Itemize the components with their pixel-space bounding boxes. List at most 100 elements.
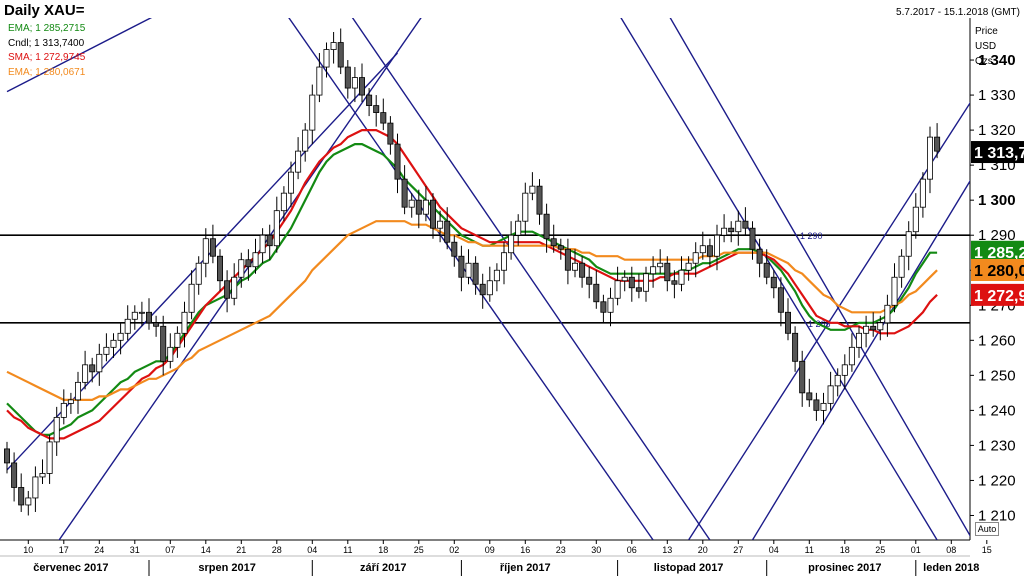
candle-body <box>529 185 536 194</box>
trend-line <box>669 18 970 537</box>
time-tick-label: 25 <box>875 545 885 555</box>
candle <box>877 315 884 341</box>
time-tick-label: 10 <box>23 545 33 555</box>
candle-body <box>628 276 635 289</box>
candle-body <box>67 399 74 404</box>
candle <box>699 231 706 260</box>
candle-body <box>635 287 642 292</box>
candle <box>848 333 855 372</box>
candle <box>792 326 799 372</box>
candle <box>39 459 46 484</box>
candle <box>316 53 323 103</box>
candle-body <box>259 234 266 254</box>
candle-body <box>465 262 472 278</box>
candle-body <box>806 392 813 401</box>
candle <box>67 392 74 414</box>
candle-body <box>493 269 500 282</box>
candle <box>82 350 89 390</box>
moving-average-line <box>6 129 938 440</box>
candle <box>777 277 784 327</box>
time-tick-label: 07 <box>165 545 175 555</box>
candle <box>216 249 223 292</box>
candle-body <box>770 276 777 289</box>
candle-body <box>614 280 621 299</box>
candle <box>337 28 344 75</box>
candle <box>366 88 373 117</box>
month-label: červenec 2017 <box>33 562 108 574</box>
candle <box>919 172 926 218</box>
candle <box>202 228 209 278</box>
value-box-label: 1 285,2 <box>974 245 1024 262</box>
candle <box>153 315 160 337</box>
candle <box>685 256 692 281</box>
candle-body <box>841 364 848 376</box>
price-tick-label: 1 250 <box>978 367 1016 384</box>
candle-body <box>572 262 579 271</box>
value-box-bg <box>971 258 1024 281</box>
candle <box>557 238 564 260</box>
candle <box>607 287 614 327</box>
candle-body <box>557 245 564 250</box>
legend: EMA; 1 285,2715 Cndl; 1 313,7400 SMA; 1 … <box>8 22 85 80</box>
candle <box>323 42 330 78</box>
value-box-bg <box>971 240 1024 263</box>
candle-body <box>117 332 124 341</box>
trend-line <box>688 101 970 540</box>
legend-candle: Cndl; 1 313,7400 <box>8 37 85 49</box>
auto-scale-button[interactable]: Auto <box>975 522 999 536</box>
candle-body <box>444 220 451 243</box>
candle-body <box>273 210 280 247</box>
candle <box>131 305 138 330</box>
time-tick-label: 13 <box>662 545 672 555</box>
candle <box>763 249 770 285</box>
candle-body <box>103 346 110 355</box>
moving-average-line <box>6 220 938 401</box>
value-box-bg <box>971 283 1024 306</box>
candle-body <box>18 487 25 506</box>
price-tick-label: 1 210 <box>978 507 1016 524</box>
candle-body <box>252 252 259 268</box>
candle-body <box>777 287 784 313</box>
candle-body <box>919 178 926 208</box>
candle <box>209 224 216 264</box>
candle <box>756 238 763 278</box>
time-tick-label: 21 <box>236 545 246 555</box>
candle <box>728 221 735 243</box>
candle-body <box>721 227 728 236</box>
candle-body <box>408 199 415 208</box>
candle <box>564 238 571 285</box>
candle-body <box>458 255 465 278</box>
candle-body <box>664 262 671 282</box>
candle <box>110 333 117 358</box>
candle-body <box>451 241 458 257</box>
candle-body <box>927 136 934 180</box>
candle <box>579 256 586 288</box>
candle <box>657 249 664 274</box>
candle-body <box>266 234 273 247</box>
candle-body <box>827 385 834 404</box>
trend-line <box>351 18 711 540</box>
candle-body <box>621 276 628 282</box>
candle <box>600 294 607 323</box>
candle-body <box>89 364 96 373</box>
trend-line <box>751 179 970 540</box>
candle-body <box>579 262 586 278</box>
candle-body <box>593 283 600 303</box>
candle-body <box>699 245 706 254</box>
legend-ema-orange: EMA; 1 280,0671 <box>8 66 86 78</box>
candle-body <box>536 185 543 215</box>
time-tick-label: 01 <box>911 545 921 555</box>
candle <box>905 221 912 271</box>
candle <box>422 186 429 222</box>
candle-body <box>870 325 877 331</box>
candle-body <box>245 259 252 268</box>
candle-body <box>550 238 557 247</box>
candle-body <box>380 112 387 124</box>
price-tick-label: 1 290 <box>978 227 1016 244</box>
candle <box>252 238 259 274</box>
candle-body <box>316 66 323 96</box>
candle <box>138 301 145 327</box>
candle <box>870 312 877 337</box>
date-range: 5.7.2017 - 15.1.2018 (GMT) <box>896 7 1020 18</box>
